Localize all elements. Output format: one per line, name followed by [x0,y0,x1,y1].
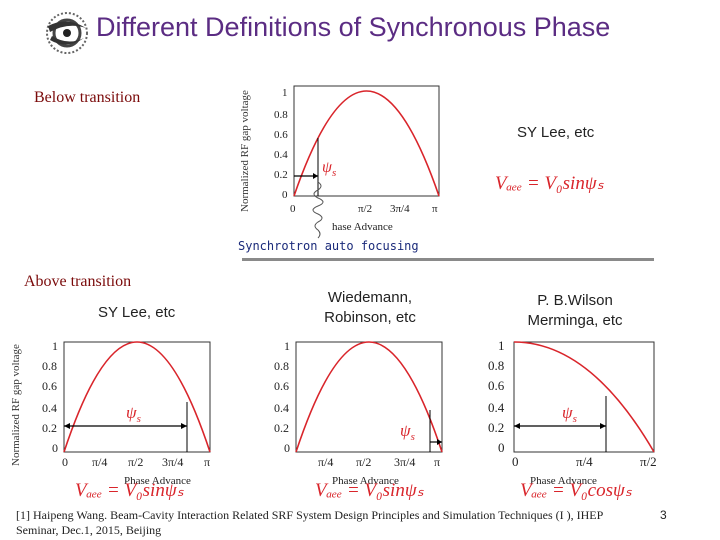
wiedemann-line2: Robinson, etc [324,309,416,326]
left-curve [63,341,211,453]
top-ytick: 0 [282,189,288,201]
formula-mid: Vₐₑₑ = V₀sinψₛ [315,480,424,501]
top-xlabel: hase Advance [332,221,393,233]
sy-lee-top-label: SY Lee, etc [517,124,595,141]
left-ylabel: Normalized RF gap voltage [10,344,22,466]
reference-line1: [1] Haipeng Wang. Beam-Cavity Interactio… [16,508,604,522]
formula-top: Vₐₑₑ = V₀sinψₛ [495,173,604,194]
svg-text:π: π [434,455,440,469]
svg-text:0.4: 0.4 [488,400,505,415]
top-ylabel: Normalized RF gap voltage [239,90,251,212]
svg-text:1: 1 [284,339,290,353]
left-xlabel: Phase Advance [124,475,191,486]
svg-text:π: π [204,455,210,469]
right-plot: 1 0.8 0.6 0.4 0.2 0 0 π/4 π/2 Phase Adva… [488,338,657,486]
right-xlabel: Phase Advance [530,475,597,486]
right-curve [513,341,655,453]
svg-text:π/4: π/4 [576,454,593,469]
wiedemann-line1: Wiedemann, [327,289,413,306]
above-transition-label: Above transition [24,273,132,290]
top-ytick: 0.4 [274,149,288,161]
mid-curve [295,341,443,453]
top-xtick: 0 [290,203,296,215]
formula-right: Vₐₑₑ = V₀cosψₛ [520,480,632,501]
top-ytick: 0.8 [274,109,288,121]
synchrotron-label: Synchrotron auto focusing [238,239,419,253]
top-ytick: 0.2 [274,169,288,181]
right-psi: ψs [562,403,577,425]
svg-text:0.6: 0.6 [488,378,505,393]
page-title: Different Definitions of Synchronous Pha… [96,12,611,42]
reference-citation: [1] Haipeng Wang. Beam-Cavity Interactio… [16,508,656,538]
top-curve [293,90,440,197]
mid-psi: ψs [400,421,415,443]
svg-text:0: 0 [512,454,519,469]
left-psi: ψs [126,403,141,425]
institute-logo [46,12,88,54]
svg-text:0.4: 0.4 [274,401,289,415]
svg-text:0.2: 0.2 [488,420,504,435]
top-plot: Normalized RF gap voltage 1 0.8 0.6 0.4 … [239,85,440,239]
wilson-line2: Merminga, etc [527,312,623,329]
reference-line2: Seminar, Dec.1, 2015, Beijing [16,523,162,537]
wiedemann-label: Wiedemann, Robinson, etc [310,288,430,328]
svg-text:π/2: π/2 [128,455,143,469]
top-ytick: 1 [282,87,288,99]
svg-text:0: 0 [52,441,58,455]
svg-text:0: 0 [284,441,290,455]
svg-text:1: 1 [52,339,58,353]
svg-text:0.6: 0.6 [274,379,289,393]
below-transition-label: Below transition [34,89,141,106]
wilson-label: P. B.Wilson Merminga, etc [510,291,640,331]
svg-text:0.4: 0.4 [42,401,57,415]
svg-text:3π/4: 3π/4 [394,455,415,469]
svg-text:0: 0 [498,440,505,455]
svg-text:3π/4: 3π/4 [162,455,183,469]
top-xtick: π/2 [358,203,372,215]
oscillation-wave [312,181,324,239]
svg-text:π/2: π/2 [640,454,657,469]
svg-text:0.8: 0.8 [42,359,57,373]
svg-text:0.2: 0.2 [42,421,57,435]
top-ytick: 0.6 [274,129,288,141]
formula-left: Vₐₑₑ = V₀sinψₛ [75,480,184,501]
sy-lee-mid-label: SY Lee, etc [98,304,176,321]
left-plot: Normalized RF gap voltage 1 0.8 0.6 0.4 … [10,339,211,486]
svg-text:π/4: π/4 [318,455,333,469]
svg-text:π/2: π/2 [356,455,371,469]
svg-text:0: 0 [62,455,68,469]
svg-text:0.8: 0.8 [274,359,289,373]
top-xtick: π [432,203,438,215]
svg-text:1: 1 [498,338,505,353]
top-psi: ψs [322,159,336,179]
wilson-line1: P. B.Wilson [537,292,613,309]
mid-plot: 1 0.8 0.6 0.4 0.2 0 0 π/4 π/2 3π/4 π Pha… [274,339,443,486]
page-number: 3 [660,508,667,522]
svg-text:0.2: 0.2 [274,421,289,435]
svg-text:0.8: 0.8 [488,358,504,373]
svg-text:0.6: 0.6 [42,379,57,393]
svg-text:π/4: π/4 [92,455,107,469]
divider [242,258,654,261]
top-xtick: 3π/4 [390,203,410,215]
mid-xlabel: Phase Advance [332,475,399,486]
